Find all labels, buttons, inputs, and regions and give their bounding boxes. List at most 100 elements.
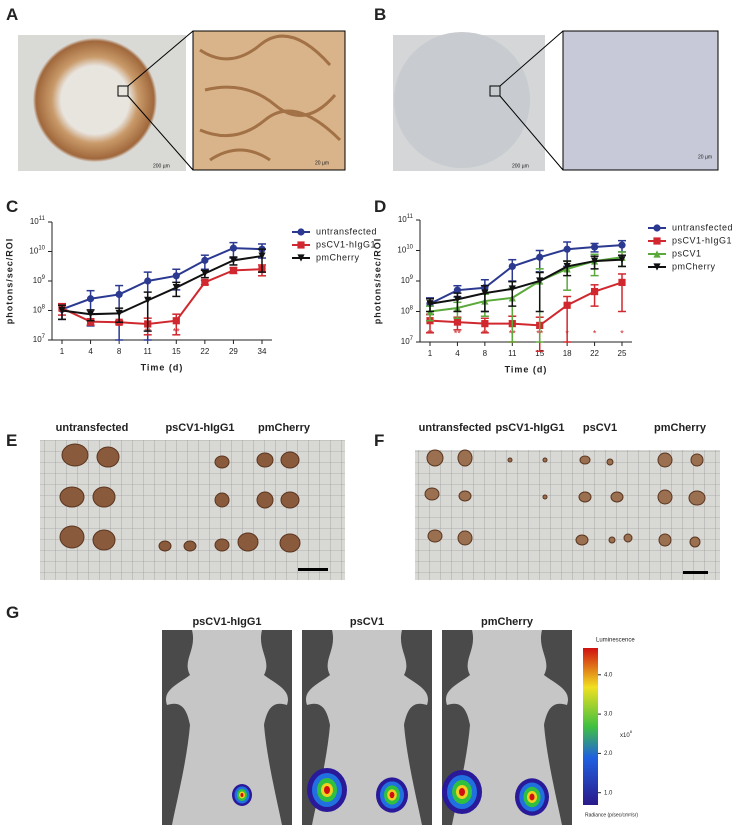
x-tick-label: 34 bbox=[258, 347, 267, 356]
marker bbox=[229, 256, 238, 264]
panel-letter: F bbox=[374, 431, 384, 450]
legend-marker bbox=[297, 228, 305, 236]
series-line bbox=[61, 255, 263, 316]
panel-f-photo bbox=[415, 449, 720, 580]
x-tick-label: 22 bbox=[200, 347, 209, 356]
marker bbox=[618, 278, 626, 286]
marker bbox=[58, 306, 66, 315]
marker bbox=[258, 252, 266, 260]
y-tick-label: 107 bbox=[401, 336, 414, 347]
tick-exp: 9 bbox=[42, 275, 46, 281]
tick-exp: 7 bbox=[42, 334, 46, 340]
legend-marker bbox=[297, 241, 305, 249]
panel-letter: G bbox=[6, 603, 19, 622]
group-label: pmCherry bbox=[654, 422, 707, 434]
colorbar-label: 2.0 bbox=[604, 751, 613, 757]
marker bbox=[144, 296, 152, 304]
marker bbox=[618, 241, 626, 249]
significance: * bbox=[620, 328, 624, 338]
x-tick-label: 8 bbox=[117, 347, 122, 356]
signal bbox=[459, 788, 465, 796]
marker bbox=[426, 300, 434, 308]
scale-bar-label: 200 µm bbox=[153, 163, 170, 169]
signal bbox=[529, 793, 535, 801]
panel-a-images bbox=[18, 30, 346, 171]
y-axis-label: photons/sec/ROI bbox=[4, 238, 14, 325]
legend-label: pmCherry bbox=[672, 261, 716, 271]
tick-exp: 9 bbox=[410, 275, 414, 281]
marker bbox=[201, 256, 209, 264]
marker bbox=[481, 320, 489, 328]
legend-label: untransfected bbox=[672, 222, 733, 232]
x-tick-label: 4 bbox=[88, 347, 93, 356]
panel-letter: E bbox=[6, 431, 17, 450]
tick-exp: 11 bbox=[39, 216, 46, 222]
y-tick-label: 107 bbox=[33, 334, 46, 345]
marker bbox=[508, 285, 516, 293]
marker bbox=[229, 266, 238, 274]
legend-label: pmCherry bbox=[316, 252, 360, 262]
tick-base: 10 bbox=[33, 306, 42, 315]
x-tick-label: 15 bbox=[172, 347, 181, 356]
y-tick-label: 108 bbox=[33, 304, 46, 315]
tick-base: 10 bbox=[401, 337, 410, 346]
tick-exp: 10 bbox=[38, 245, 45, 251]
y-tick-label: 109 bbox=[401, 275, 414, 286]
x-tick-label: 1 bbox=[60, 347, 65, 356]
x-tick-label: 8 bbox=[483, 349, 488, 358]
marker bbox=[563, 262, 571, 271]
series-line bbox=[429, 281, 623, 327]
tick-base: 10 bbox=[401, 307, 410, 316]
panel-e-photo bbox=[40, 440, 345, 580]
marker bbox=[115, 309, 123, 317]
legend-label: psCV1-hIgG1 bbox=[672, 235, 732, 245]
colorbar-label: 4.0 bbox=[604, 672, 613, 678]
panel-letter: B bbox=[374, 5, 386, 24]
marker bbox=[618, 256, 626, 264]
x-tick-label: 29 bbox=[229, 347, 238, 356]
multiplier-base: x10 bbox=[620, 733, 630, 739]
colorbar-label: 1.0 bbox=[604, 790, 613, 796]
marker bbox=[590, 257, 599, 265]
series-line bbox=[429, 244, 623, 305]
series-line bbox=[61, 268, 263, 325]
signal bbox=[324, 786, 330, 794]
colorbar-label: 3.0 bbox=[604, 712, 613, 718]
marker bbox=[201, 269, 209, 278]
group-label: pmCherry bbox=[481, 616, 534, 628]
marker bbox=[229, 244, 238, 252]
x-tick-label: 15 bbox=[535, 349, 544, 358]
legend-marker bbox=[653, 224, 661, 232]
tick-base: 10 bbox=[29, 247, 38, 256]
marker bbox=[590, 287, 599, 296]
tick-base: 10 bbox=[398, 215, 407, 224]
legend-marker bbox=[297, 254, 305, 262]
colorbar-title: Luminescence bbox=[596, 638, 635, 644]
signal bbox=[389, 791, 395, 799]
marker bbox=[172, 283, 180, 292]
panel-letter: A bbox=[6, 5, 18, 24]
colorbar-multiplier: x108 bbox=[620, 729, 633, 739]
tick-base: 10 bbox=[33, 276, 42, 285]
group-label: psCV1-hIgG1 bbox=[165, 422, 234, 434]
tick-base: 10 bbox=[33, 335, 42, 344]
marker bbox=[508, 262, 516, 271]
x-tick-label: 11 bbox=[144, 347, 153, 356]
scale-bar-label: 200 µm bbox=[512, 163, 529, 169]
panel-g-images bbox=[162, 630, 598, 825]
tick-exp: 8 bbox=[42, 304, 46, 310]
marker bbox=[172, 272, 180, 280]
tick-exp: 8 bbox=[410, 305, 414, 311]
tick-base: 10 bbox=[401, 276, 410, 285]
marker bbox=[201, 278, 209, 286]
y-tick-label: 1010 bbox=[397, 244, 413, 255]
tick-exp: 11 bbox=[407, 214, 414, 220]
marker bbox=[115, 290, 123, 299]
x-tick-label: 11 bbox=[508, 349, 517, 358]
series-line bbox=[61, 247, 263, 311]
significance: ** bbox=[454, 328, 462, 338]
significance: * bbox=[593, 328, 597, 338]
marker bbox=[536, 253, 544, 261]
legend-label: psCV1 bbox=[672, 248, 702, 258]
